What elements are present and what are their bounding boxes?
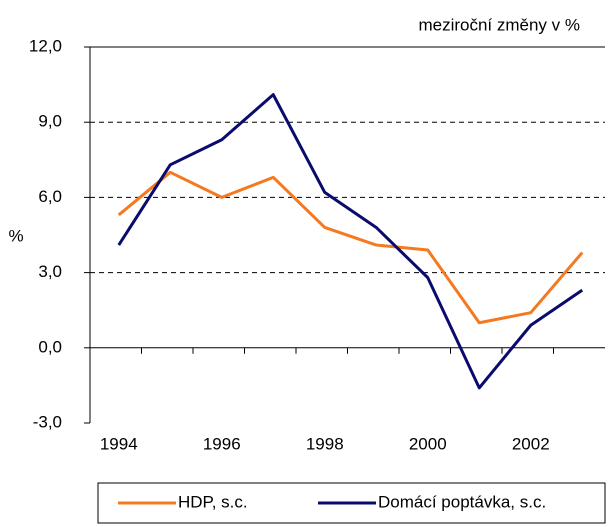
annotation: meziroční změny v % (418, 15, 580, 34)
y-tick-label: -3,0 (33, 412, 62, 431)
series-line (117, 170, 584, 325)
y-tick-label: 9,0 (38, 112, 62, 131)
x-tick-label: 2002 (512, 434, 550, 453)
y-tick-label: 3,0 (38, 262, 62, 281)
series-line (117, 93, 584, 390)
x-tick-label: 1994 (100, 434, 138, 453)
legend-label: Domácí poptávka, s.c. (378, 492, 546, 511)
x-tick-label: 1996 (203, 434, 241, 453)
y-tick-label: 6,0 (38, 187, 62, 206)
x-tick-label: 2000 (409, 434, 447, 453)
x-tick-label: 1998 (306, 434, 344, 453)
y-tick-label: 0,0 (38, 337, 62, 356)
legend-label: HDP, s.c. (178, 492, 248, 511)
y-axis-label: % (8, 226, 23, 245)
legend-box (97, 482, 606, 524)
y-tick-label: 12,0 (29, 36, 62, 55)
